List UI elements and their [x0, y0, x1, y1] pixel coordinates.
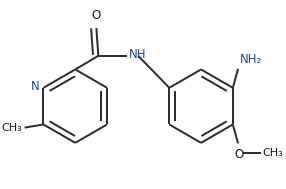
Text: NH: NH: [129, 48, 146, 61]
Text: O: O: [235, 148, 244, 160]
Text: CH₃: CH₃: [2, 123, 23, 133]
Text: CH₃: CH₃: [262, 148, 283, 158]
Text: O: O: [92, 9, 101, 22]
Text: N: N: [31, 80, 39, 93]
Text: NH₂: NH₂: [240, 53, 263, 66]
